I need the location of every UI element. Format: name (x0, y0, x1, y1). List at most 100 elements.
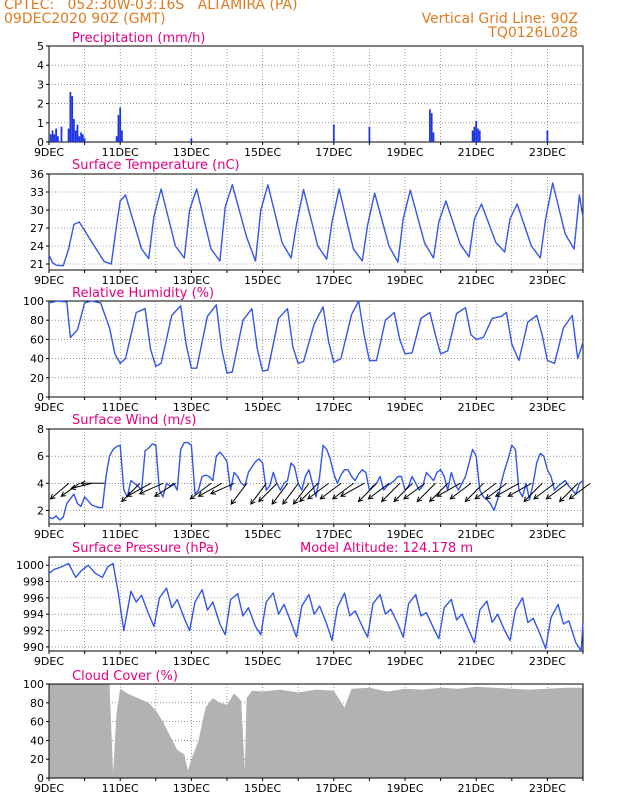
header-station: CPTEC: 052:30W-03:16S ALTAMIRA (PA) (4, 0, 298, 13)
wind-arrow (271, 482, 289, 505)
wind-arrow-head (70, 484, 77, 491)
wind-arrow-head (523, 496, 529, 503)
x-tick-label: 17DEC (315, 655, 352, 668)
x-tick-label: 11DEC (102, 655, 139, 668)
y-tick-label: 996 (23, 592, 44, 605)
wind-arrow-head (282, 499, 288, 505)
wind-arrow (121, 482, 141, 502)
wind-arrow (258, 482, 278, 502)
wind-arrow (464, 482, 484, 502)
y-tick-label: 990 (23, 641, 44, 654)
wind-arrow-head (568, 494, 575, 500)
wind-arrow-head (558, 496, 565, 503)
series-line (48, 562, 584, 652)
wind-arrow (507, 482, 532, 497)
y-tick-label: 60 (30, 716, 44, 729)
wind-arrow-head (436, 491, 442, 497)
precip-bar (57, 136, 59, 142)
precip-bar (60, 126, 63, 142)
precip-bar (78, 136, 81, 142)
x-tick-label: 21DEC (458, 782, 495, 795)
y-tick-label: 4 (37, 477, 44, 490)
x-tick-label: 23DEC (529, 655, 566, 668)
y-tick-label: 40 (30, 734, 44, 747)
y-tick-label: 30 (30, 204, 44, 217)
y-tick-label: 27 (30, 222, 44, 235)
x-tick-label: 19DEC (386, 274, 423, 287)
y-tick-label: 1000 (16, 559, 44, 572)
y-tick-label: 6 (37, 450, 44, 463)
y-tick-label: 0 (37, 136, 44, 149)
wind-arrow-head (209, 489, 216, 495)
plot-frame (48, 683, 584, 779)
plot-frame (48, 45, 584, 143)
x-tick-label: 9DEC (34, 528, 64, 541)
x-tick-label: 21DEC (458, 401, 495, 414)
wind-arrow (70, 482, 93, 489)
x-tick-label: 15DEC (244, 782, 281, 795)
wind-arrow-head (357, 496, 364, 503)
wind-arrow-head (485, 494, 491, 500)
precip-bar (432, 132, 435, 142)
wind-arrow (332, 482, 354, 500)
header-model-id: TQ0126L028 (488, 25, 578, 41)
wind-arrow (495, 482, 520, 497)
x-tick-label: 21DEC (458, 274, 495, 287)
y-tick-label: 3 (37, 78, 44, 91)
plot-frame (48, 300, 584, 398)
x-tick-label: 21DEC (458, 655, 495, 668)
x-tick-label: 11DEC (102, 528, 139, 541)
precip-bar (121, 130, 123, 142)
x-tick-label: 19DEC (386, 782, 423, 795)
wind-arrow (523, 482, 543, 502)
x-tick-label: 11DEC (102, 782, 139, 795)
wind-arrow-head (533, 494, 539, 500)
wind-arrow (307, 482, 329, 500)
x-tick-label: 21DEC (458, 146, 495, 159)
x-tick-label: 11DEC (102, 274, 139, 287)
wind-arrow (230, 482, 248, 505)
wind-arrow (340, 482, 365, 497)
x-tick-label: 11DEC (102, 401, 139, 414)
wind-arrow-head (292, 499, 299, 505)
precip-bar (546, 130, 549, 142)
wind-arrow (127, 482, 151, 497)
x-tick-label: 9DEC (34, 274, 64, 287)
precip-bar (368, 126, 371, 142)
wind-arrow-head (271, 499, 277, 505)
wind-arrow-head (307, 494, 313, 500)
x-tick-label: 13DEC (173, 782, 210, 795)
wind-arrow (60, 482, 80, 497)
wind-arrow (436, 482, 461, 497)
y-tick-label: 33 (30, 186, 44, 199)
wind-arrow-head (494, 491, 501, 497)
y-tick-label: 40 (30, 353, 44, 366)
wind-arrow-head (79, 480, 86, 487)
wind-arrow-head (507, 491, 514, 497)
wind-arrow-head (230, 499, 236, 505)
wind-arrow-head (367, 494, 374, 500)
x-tick-label: 9DEC (34, 146, 64, 159)
precip-bar (478, 130, 481, 142)
precip-bar (74, 130, 77, 142)
wind-arrow (429, 482, 449, 502)
y-tick-label: 80 (30, 697, 44, 710)
y-tick-label: 5 (37, 40, 44, 53)
precip-bar (80, 132, 82, 142)
wind-arrow (569, 482, 591, 500)
wind-arrow (381, 482, 401, 502)
wind-arrow-head (258, 496, 264, 503)
plot-frame (48, 556, 584, 652)
y-tick-label: 0 (37, 772, 44, 785)
wind-arrow (250, 482, 267, 505)
y-tick-label: 60 (30, 333, 44, 346)
x-tick-label: 21DEC (458, 528, 495, 541)
wind-arrow (368, 482, 390, 500)
x-tick-label: 17DEC (315, 782, 352, 795)
x-tick-label: 9DEC (34, 655, 64, 668)
precip-bar (190, 138, 193, 142)
y-tick-label: 998 (23, 576, 44, 589)
precip-bar (67, 128, 70, 142)
x-tick-label: 19DEC (386, 401, 423, 414)
